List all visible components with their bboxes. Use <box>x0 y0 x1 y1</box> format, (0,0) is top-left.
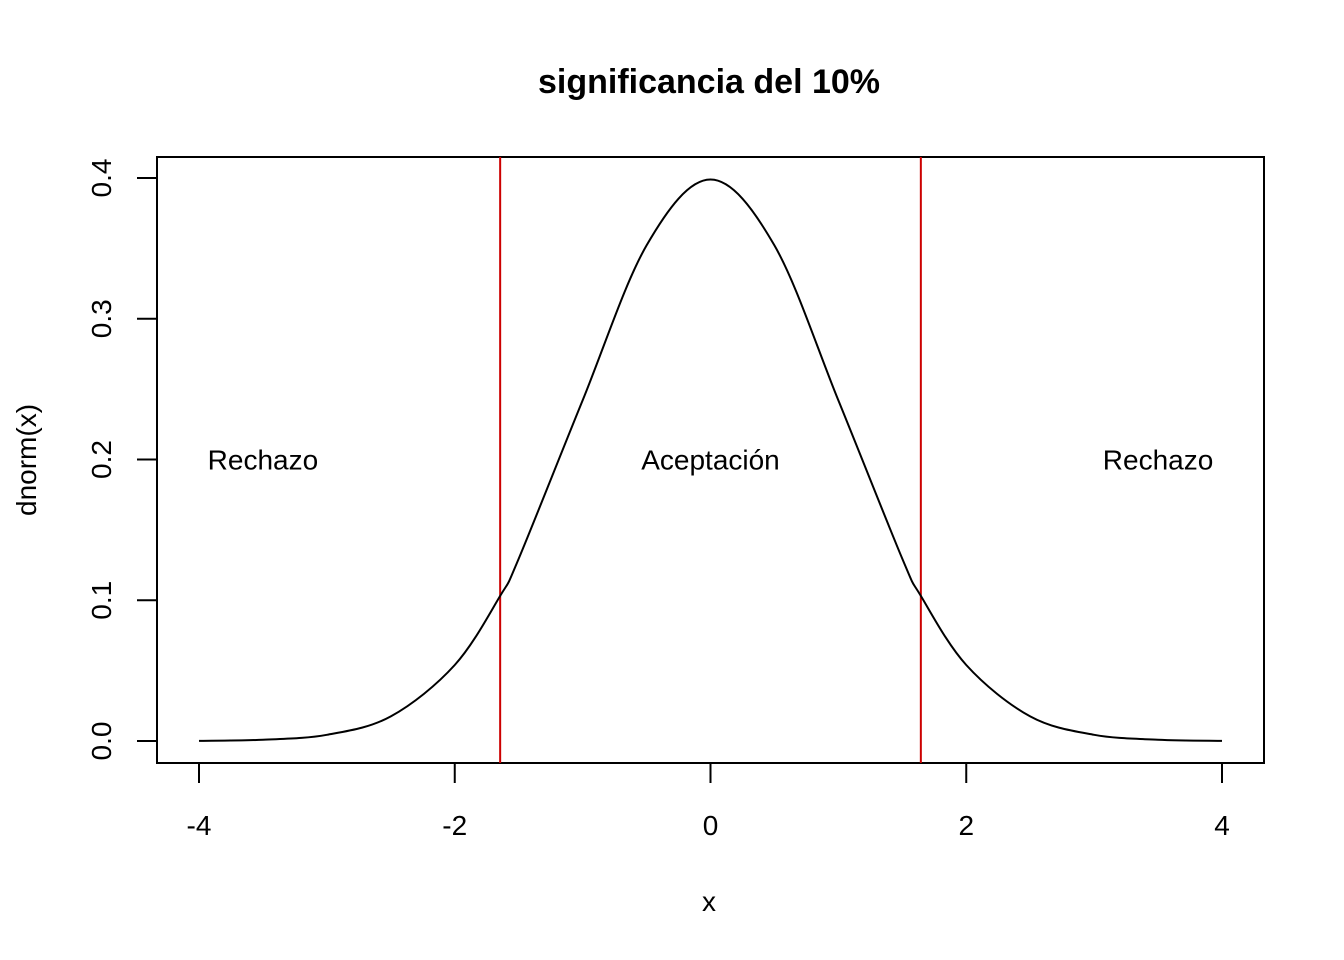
y-tick-label: 0.1 <box>86 581 117 620</box>
y-tick-label: 0.2 <box>86 440 117 479</box>
region-annotation: Rechazo <box>208 445 319 476</box>
x-axis-label: x <box>702 886 716 917</box>
x-tick-label: -2 <box>442 810 467 841</box>
density-curve <box>198 178 1223 742</box>
x-tick-label: -4 <box>187 810 212 841</box>
y-tick-label: 0.4 <box>86 159 117 198</box>
region-annotation: Rechazo <box>1103 445 1214 476</box>
y-tick-label: 0.0 <box>86 722 117 761</box>
x-tick-label: 0 <box>703 810 719 841</box>
x-tick-label: 4 <box>1214 810 1230 841</box>
chart-title: significancia del 10% <box>538 63 880 101</box>
y-tick-label: 0.3 <box>86 299 117 338</box>
x-tick-label: 2 <box>958 810 974 841</box>
region-annotation: Aceptación <box>641 445 780 476</box>
y-axis-label: dnorm(x) <box>11 404 42 516</box>
